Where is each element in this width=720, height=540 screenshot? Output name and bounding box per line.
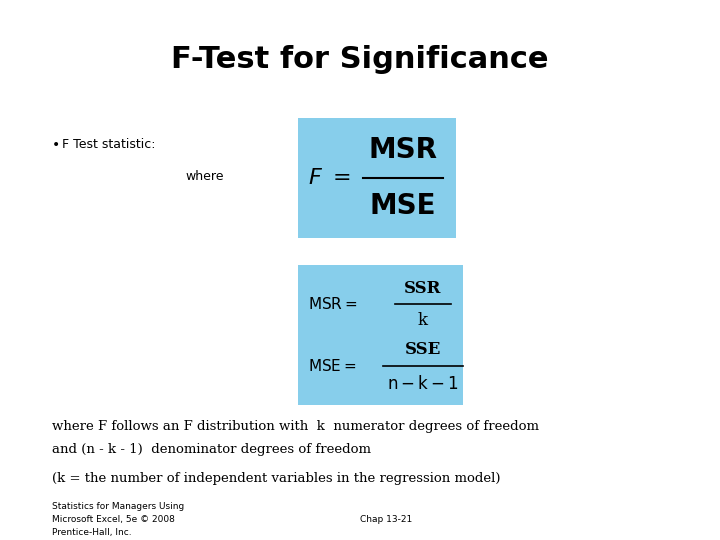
FancyBboxPatch shape [298,118,456,238]
Text: $\mathrm{MSR} =$: $\mathrm{MSR} =$ [308,296,358,312]
Text: where: where [185,170,223,183]
Text: Prentice-Hall, Inc.: Prentice-Hall, Inc. [52,528,132,537]
Text: MSE: MSE [370,192,436,220]
Text: $\mathrm{MSE} =$: $\mathrm{MSE} =$ [308,358,356,374]
Text: •: • [52,138,60,152]
Text: $\mathrm{n}-\mathrm{k}-1$: $\mathrm{n}-\mathrm{k}-1$ [387,375,459,393]
Text: (k = the number of independent variables in the regression model): (k = the number of independent variables… [52,472,500,485]
Text: Microsoft Excel, 5e © 2008: Microsoft Excel, 5e © 2008 [52,515,175,524]
Text: SSR: SSR [405,280,441,296]
Text: $F\ =$: $F\ =$ [308,168,351,188]
Text: Chap 13-21: Chap 13-21 [360,515,413,524]
Text: F Test statistic:: F Test statistic: [62,138,156,151]
Text: MSR: MSR [369,136,438,164]
Text: F-Test for Significance: F-Test for Significance [171,45,549,74]
Text: SSE: SSE [405,341,441,359]
Text: k: k [418,312,428,329]
FancyBboxPatch shape [298,265,463,405]
Text: where F follows an F distribution with  k  numerator degrees of freedom: where F follows an F distribution with k… [52,420,539,433]
Text: and (n - k - 1)  denominator degrees of freedom: and (n - k - 1) denominator degrees of f… [52,443,371,456]
Text: Statistics for Managers Using: Statistics for Managers Using [52,502,184,511]
